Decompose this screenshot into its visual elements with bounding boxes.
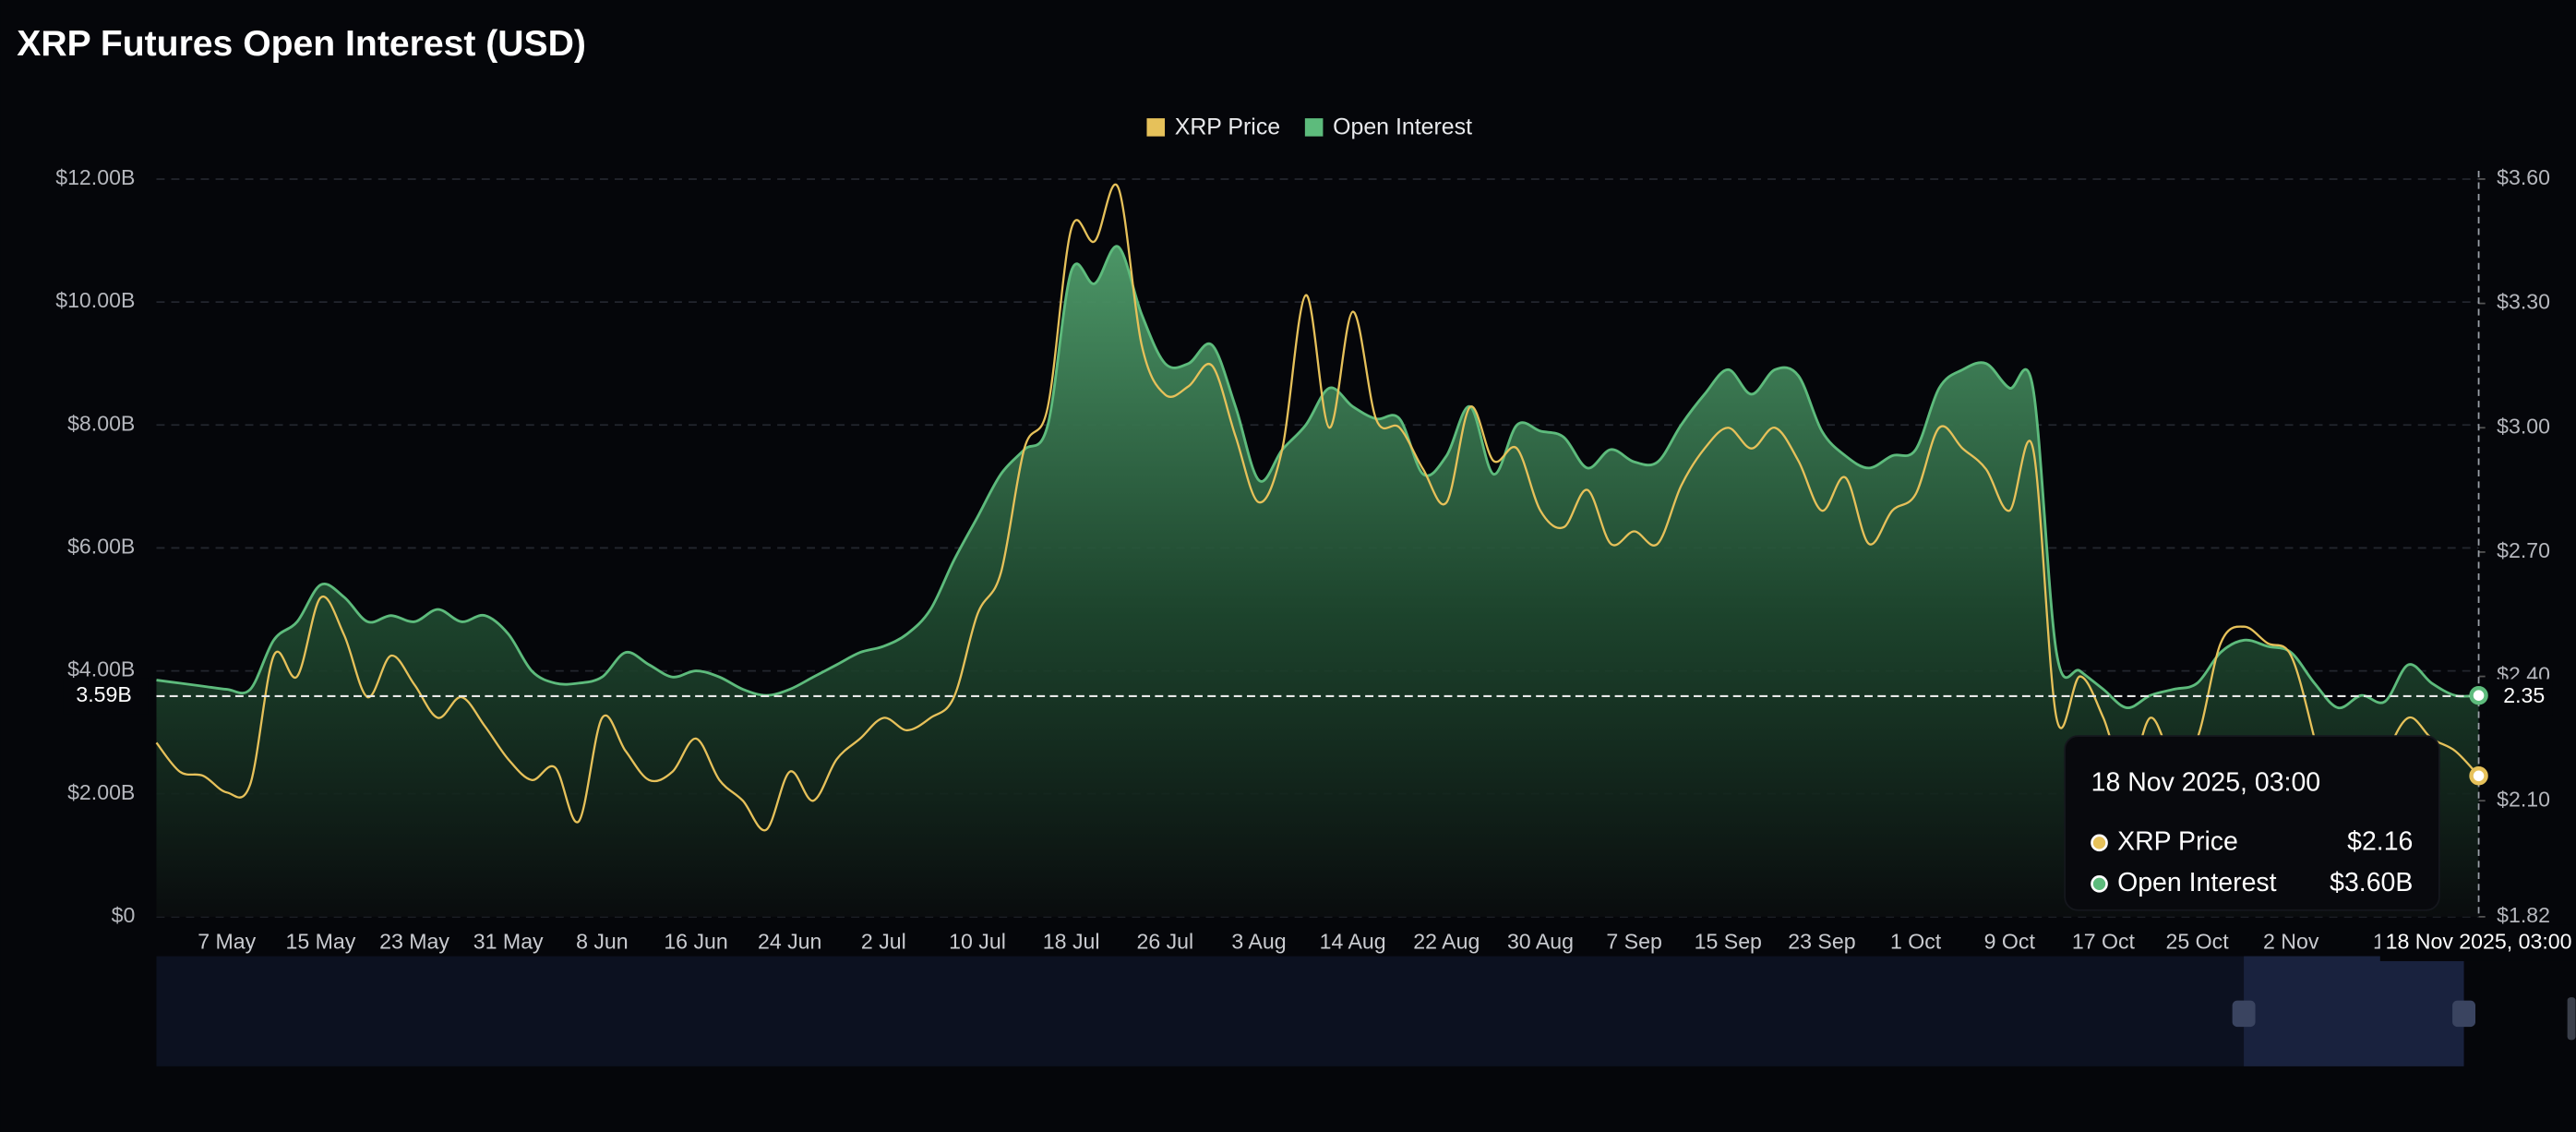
series-line — [155, 183, 2480, 850]
tooltip: 18 Nov 2025, 03:00 XRP Price $2.16 Open Int… — [2064, 735, 2440, 911]
x-tick-label: 24 Jun — [758, 929, 821, 953]
legend-label[interactable]: XRP Price — [1175, 114, 1280, 139]
x-tick-label: 25 Oct — [2166, 929, 2230, 953]
tooltip-series-name: Open Interest — [2117, 868, 2277, 897]
chart-title: XRP Futures Open Interest (USD) — [17, 24, 586, 64]
y2-tick-label: $1.82 — [2497, 903, 2550, 927]
navigator-handle[interactable] — [2452, 1000, 2475, 1028]
y-tick-label: $10.00B — [55, 288, 135, 312]
x-tick-label: 2 Nov — [2263, 929, 2319, 953]
x-tick-label: 2 Jul — [861, 929, 906, 953]
point-marker — [2469, 685, 2488, 705]
crosshair-x-label: 18 Nov 2025, 03:00 — [2386, 929, 2572, 953]
tooltip-value: $3.60B — [2330, 868, 2413, 897]
crosshair-label-bg — [63, 678, 149, 715]
x-tick-label: 18 Jul — [1043, 929, 1100, 953]
x-tick-label: 15 Sep — [1695, 929, 1762, 953]
x-tick-label: 14 Aug — [1320, 929, 1386, 953]
y2-tick-label: $3.00 — [2497, 414, 2550, 438]
x-tick-label: 7 May — [198, 929, 256, 953]
x-tick-label: 15 May — [285, 929, 355, 953]
x-tick-label: 31 May — [473, 929, 544, 953]
x-tick-label: 22 Aug — [1413, 929, 1480, 953]
scrollbar[interactable] — [2567, 997, 2576, 1041]
x-tick-label: 23 Sep — [1788, 929, 1855, 953]
navigator[interactable] — [156, 956, 2576, 1066]
x-tick-label: 23 May — [379, 929, 449, 953]
y2-tick-label: $2.10 — [2497, 787, 2550, 811]
y2-tick-label: $3.30 — [2497, 290, 2550, 314]
x-tick-label: 1 Oct — [1890, 929, 1942, 953]
x-tick-label: 26 Jul — [1136, 929, 1193, 953]
y-tick-label: $0 — [112, 903, 136, 927]
tooltip-bg — [2064, 735, 2440, 911]
x-tick-label: 17 Oct — [2072, 929, 2136, 953]
tooltip-value: $2.16 — [2347, 826, 2413, 856]
y-tick-label: $8.00B — [67, 411, 135, 435]
x-tick-label: 3 Aug — [1231, 929, 1286, 953]
crosshair-y2-label: 2.35 — [2503, 683, 2545, 707]
tooltip-dot — [2091, 874, 2108, 893]
point-marker — [2469, 766, 2488, 786]
y2-tick-label: $3.60 — [2497, 165, 2550, 189]
tooltip-dot — [2091, 834, 2108, 852]
x-tick-label: 7 Sep — [1606, 929, 1661, 953]
area-fill — [156, 246, 2479, 917]
x-tick-label: 8 Jun — [576, 929, 629, 953]
crosshair-x-label-bg — [2379, 924, 2574, 961]
y-tick-label: $2.00B — [67, 780, 135, 804]
y2-tick-label: $2.70 — [2497, 538, 2550, 562]
navigator-handle[interactable] — [2232, 1000, 2256, 1028]
legend: XRP Price Open Interest — [1146, 114, 1472, 139]
x-tick-label: 10 Jul — [949, 929, 1006, 953]
x-tick-label: 30 Aug — [1507, 929, 1574, 953]
navigator-track — [156, 956, 2464, 1066]
navigator-selection[interactable] — [2244, 956, 2464, 1066]
tooltip-series-name: XRP Price — [2117, 826, 2238, 856]
series-line — [156, 245, 2479, 710]
y-tick-label: $6.00B — [67, 535, 135, 559]
crosshair-y-label: 3.59B — [76, 682, 131, 706]
crosshair-label-bg — [2486, 679, 2553, 716]
legend-label[interactable]: Open Interest — [1333, 114, 1472, 139]
x-tick-label: 9 Oct — [1984, 929, 2036, 953]
y-tick-label: $12.00B — [55, 165, 135, 189]
legend-swatch — [1146, 118, 1166, 137]
tooltip-title: 18 Nov 2025, 03:00 — [2091, 767, 2321, 797]
x-tick-label: 16 Jun — [664, 929, 727, 953]
y-tick-label: $4.00B — [67, 657, 135, 681]
legend-swatch — [1304, 118, 1324, 137]
